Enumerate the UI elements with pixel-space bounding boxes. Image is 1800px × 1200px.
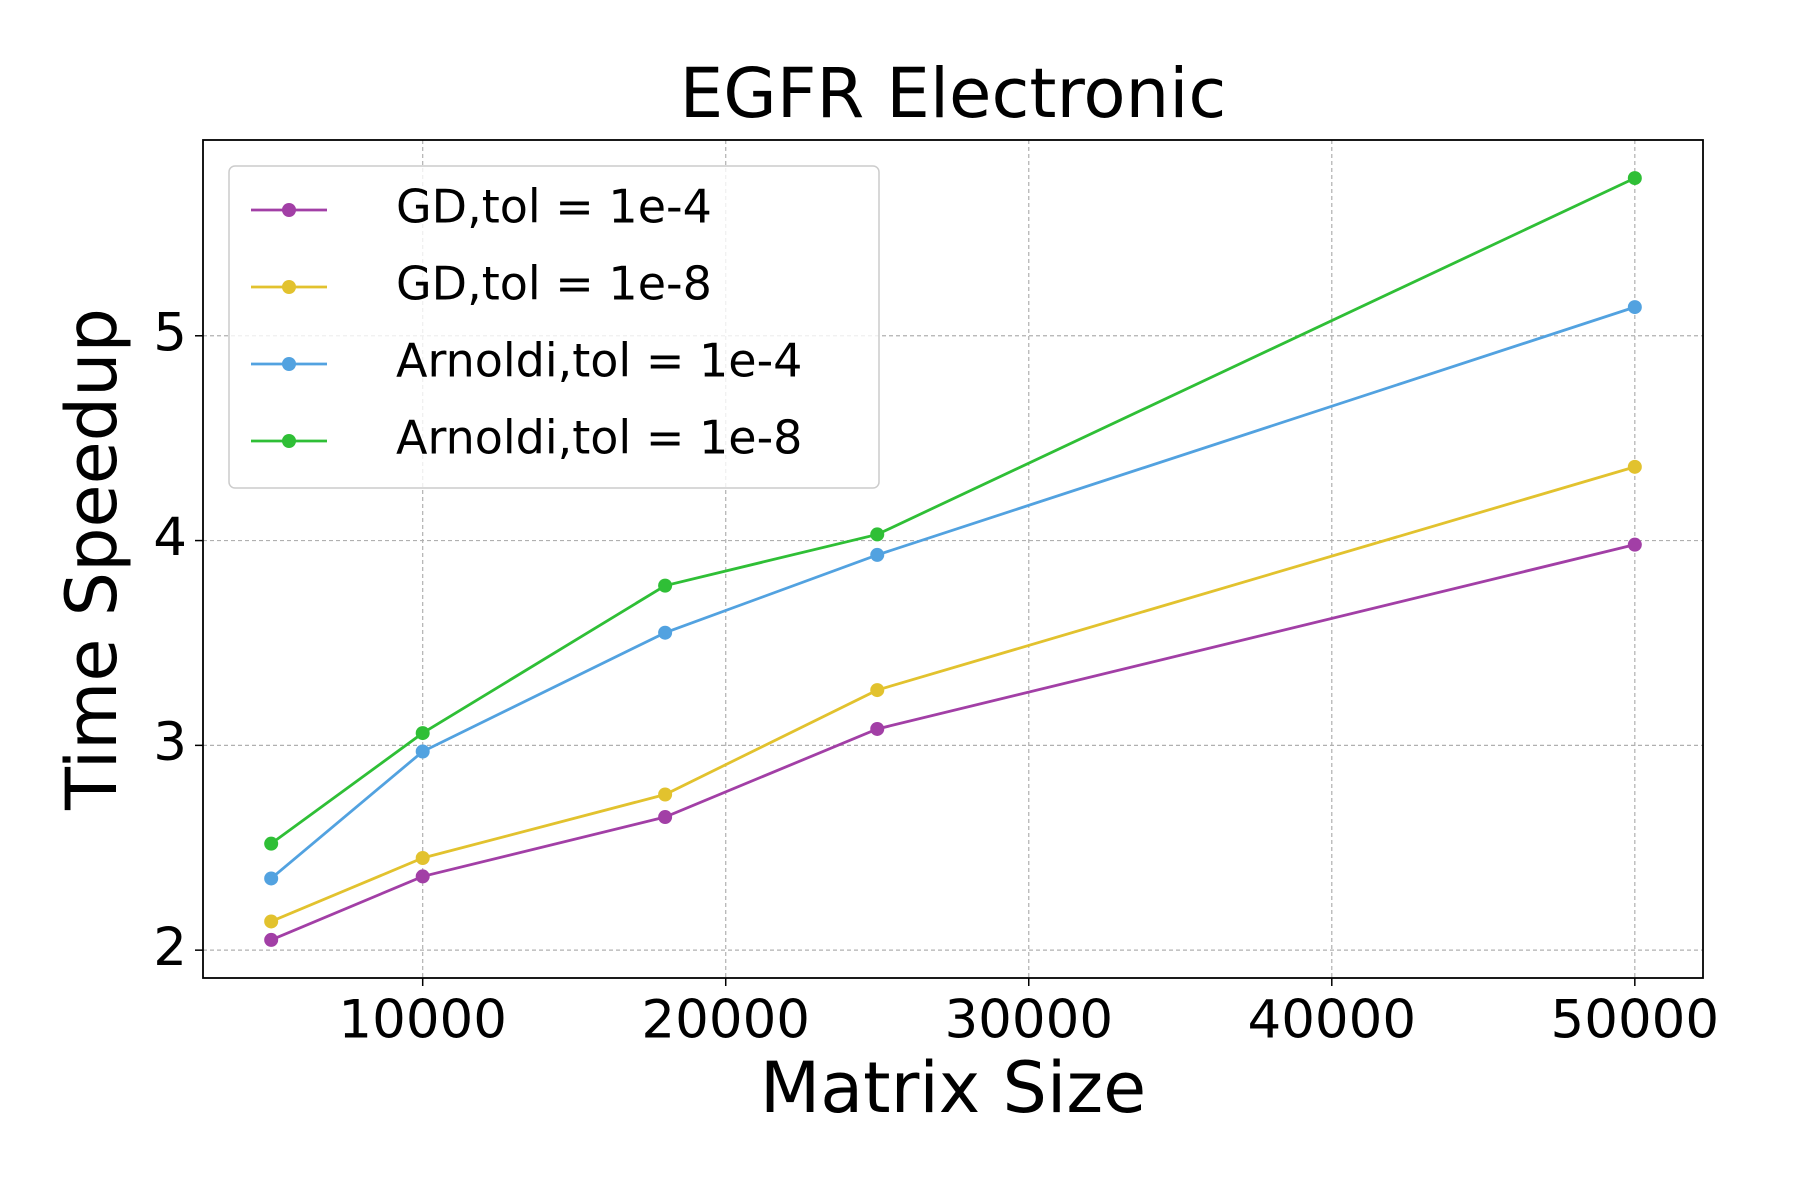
- data-point: [264, 932, 279, 947]
- y-axis-label: Time Speedup: [51, 308, 133, 811]
- series-line: [270, 543, 1636, 942]
- data-point: [658, 787, 673, 802]
- series-line: [270, 465, 1636, 923]
- y-tick-label: 3: [153, 712, 187, 773]
- data-point: [415, 869, 430, 884]
- data-point: [658, 810, 673, 825]
- data-point: [1627, 537, 1642, 552]
- legend-label: GD,tol = 1e-4: [396, 180, 712, 234]
- x-tick-label: 10000: [338, 990, 507, 1051]
- legend-frame: [228, 165, 880, 489]
- data-point: [415, 850, 430, 865]
- data-point: [658, 578, 673, 593]
- data-point: [1627, 171, 1642, 186]
- legend-label: Arnoldi,tol = 1e-8: [396, 411, 802, 465]
- data-point: [264, 871, 279, 886]
- data-point: [264, 836, 279, 851]
- x-tick-label: 40000: [1247, 990, 1416, 1051]
- x-tick-label: 20000: [641, 990, 810, 1051]
- x-axis-label: Matrix Size: [760, 1047, 1146, 1129]
- x-tick-label: 50000: [1551, 990, 1720, 1051]
- data-point: [870, 547, 885, 562]
- data-point: [1627, 300, 1642, 315]
- y-tick-label: 4: [153, 507, 187, 568]
- data-point: [415, 744, 430, 759]
- legend-marker: [282, 203, 296, 217]
- data-point: [1627, 459, 1642, 474]
- plot-frame: [202, 139, 1704, 979]
- legend-label: GD,tol = 1e-8: [396, 257, 712, 311]
- data-point: [658, 625, 673, 640]
- y-tick-label: 5: [153, 302, 187, 363]
- data-point: [415, 726, 430, 741]
- y-tick-label: 2: [153, 917, 187, 978]
- legend: GD,tol = 1e-4 GD,tol = 1e-8 Arnoldi,tol = …: [228, 165, 880, 489]
- data-point: [870, 721, 885, 736]
- x-tick-label: 30000: [944, 990, 1113, 1051]
- chart-title: EGFR Electronic: [680, 54, 1227, 134]
- legend-marker: [282, 434, 296, 448]
- legend-marker: [282, 357, 296, 371]
- legend-label: Arnoldi,tol = 1e-4: [396, 334, 802, 388]
- data-point: [870, 683, 885, 698]
- data-point: [870, 527, 885, 542]
- legend-marker: [282, 280, 296, 294]
- data-point: [264, 914, 279, 929]
